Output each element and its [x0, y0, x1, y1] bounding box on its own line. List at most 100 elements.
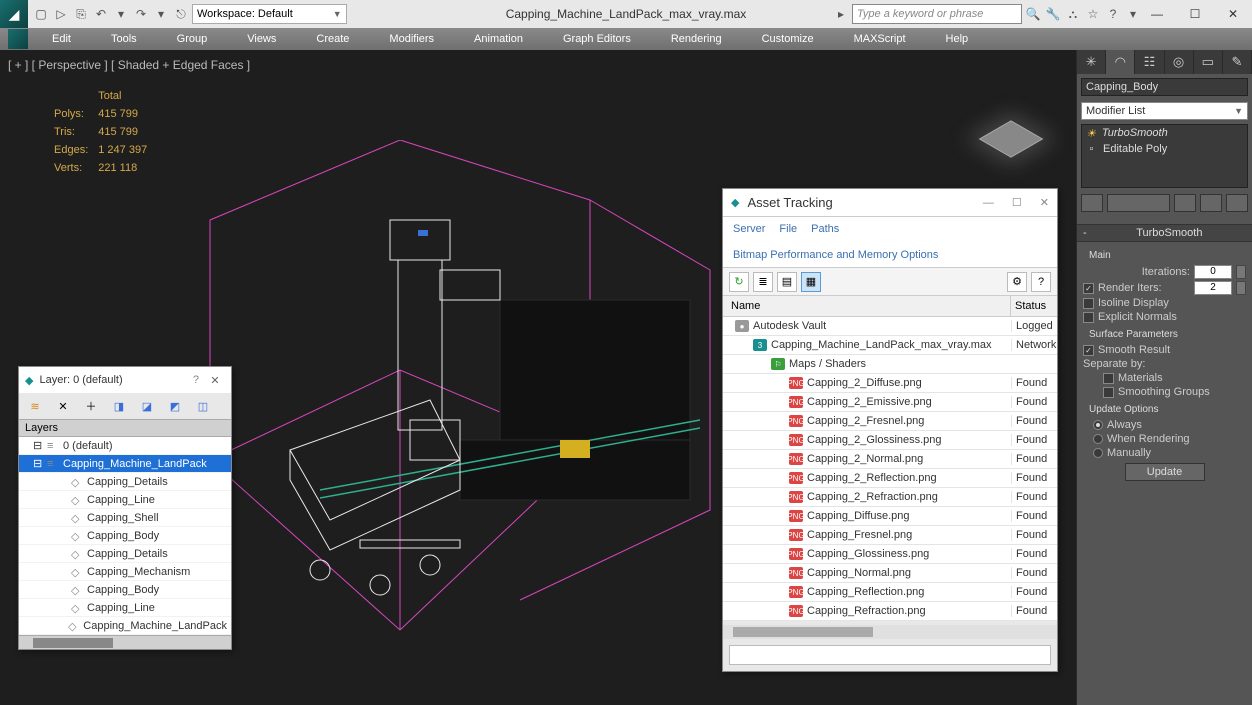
update-manually-radio[interactable]	[1093, 448, 1103, 458]
status-column-header[interactable]: Status	[1011, 296, 1057, 316]
search-nav-icon[interactable]: ▸	[832, 5, 850, 23]
select-layer-icon[interactable]: ◨	[109, 396, 129, 416]
asset-table-header[interactable]: Name Status	[723, 296, 1057, 317]
layer-row[interactable]: ◇Capping_Machine_LandPack	[19, 617, 231, 635]
select-objects-icon[interactable]: ◪	[137, 396, 157, 416]
redo-icon[interactable]: ↷	[132, 5, 150, 23]
layer-row[interactable]: ◇Capping_Line	[19, 599, 231, 617]
pin-stack-icon[interactable]	[1081, 194, 1103, 212]
layer-row[interactable]: ◇Capping_Shell	[19, 509, 231, 527]
workspace-dropdown[interactable]: Workspace: Default ▼	[192, 4, 347, 24]
link-icon[interactable]: ⎋	[172, 5, 190, 23]
modify-tab-icon[interactable]: ◠	[1106, 50, 1135, 74]
create-tab-icon[interactable]: ✳	[1077, 50, 1106, 74]
asset-row[interactable]: PNGCapping_Diffuse.pngFound	[723, 507, 1057, 526]
search-input[interactable]: Type a keyword or phrase	[852, 4, 1022, 24]
show-end-result-icon[interactable]	[1107, 194, 1170, 212]
update-rendering-radio[interactable]	[1093, 434, 1103, 444]
viewcube[interactable]	[976, 110, 1046, 168]
asset-scrollbar[interactable]	[723, 625, 1057, 639]
expand-icon[interactable]: ▫	[1086, 143, 1097, 155]
freeze-layer-icon[interactable]: ◫	[193, 396, 213, 416]
name-column-header[interactable]: Name	[723, 296, 1011, 316]
remove-modifier-icon[interactable]	[1200, 194, 1222, 212]
asset-row[interactable]: PNGCapping_2_Emissive.pngFound	[723, 393, 1057, 412]
undo-icon[interactable]: ↶	[92, 5, 110, 23]
menu-tools[interactable]: Tools	[111, 33, 137, 45]
asset-row[interactable]: PNGCapping_2_Refraction.pngFound	[723, 488, 1057, 507]
minimize-button[interactable]: —	[1138, 0, 1176, 28]
new-icon[interactable]: ▢	[32, 5, 50, 23]
tree-view-icon[interactable]: ≣	[753, 272, 773, 292]
layer-row[interactable]: ◇Capping_Details	[19, 473, 231, 491]
layer-scrollbar[interactable]	[19, 635, 231, 649]
modifier-list-dropdown[interactable]: Modifier List▼	[1081, 102, 1248, 120]
menu-views[interactable]: Views	[247, 33, 276, 45]
menu-animation[interactable]: Animation	[474, 33, 523, 45]
new-layer-icon[interactable]: ≋	[25, 396, 45, 416]
undo-menu-icon[interactable]: ▾	[112, 5, 130, 23]
asset-close-icon[interactable]: ✕	[1040, 196, 1049, 209]
asset-menu-item[interactable]: Server	[733, 223, 765, 235]
hide-layer-icon[interactable]: ◩	[165, 396, 185, 416]
spinner-buttons[interactable]	[1236, 265, 1246, 279]
menu-help[interactable]: Help	[946, 33, 969, 45]
asset-tracking-titlebar[interactable]: ◆ Asset Tracking — ☐ ✕	[723, 189, 1057, 217]
asset-row[interactable]: PNGCapping_2_Normal.pngFound	[723, 450, 1057, 469]
add-to-layer-icon[interactable]: ＋	[81, 396, 101, 416]
wrench-icon[interactable]: 🔧	[1044, 5, 1062, 23]
menu-rendering[interactable]: Rendering	[671, 33, 722, 45]
list-view-icon[interactable]: ▤	[777, 272, 797, 292]
motion-tab-icon[interactable]: ◎	[1165, 50, 1194, 74]
update-always-radio[interactable]	[1093, 420, 1103, 430]
layers-column-header[interactable]: Layers	[19, 419, 231, 437]
layer-dialog-titlebar[interactable]: ◆ Layer: 0 (default) ? ✕	[19, 367, 231, 393]
layer-row[interactable]: ◇Capping_Body	[19, 581, 231, 599]
table-view-icon[interactable]: ▦	[801, 272, 821, 292]
help-icon[interactable]: ?	[1031, 272, 1051, 292]
explicit-normals-checkbox[interactable]	[1083, 312, 1094, 323]
hierarchy-tab-icon[interactable]: ☷	[1135, 50, 1164, 74]
asset-row[interactable]: ●Autodesk VaultLogged	[723, 317, 1057, 336]
options-icon[interactable]: ⚙	[1007, 272, 1027, 292]
expand-icon[interactable]: ⊟	[33, 439, 43, 452]
help-icon[interactable]: ?	[1104, 5, 1122, 23]
asset-row[interactable]: PNGCapping_Normal.pngFound	[723, 564, 1057, 583]
viewport-label[interactable]: [ + ] [ Perspective ] [ Shaded + Edged F…	[8, 58, 250, 72]
layer-row[interactable]: ◇Capping_Mechanism	[19, 563, 231, 581]
layer-row[interactable]: ◇Capping_Line	[19, 491, 231, 509]
menu-create[interactable]: Create	[316, 33, 349, 45]
layer-row[interactable]: ⊟≡0 (default)	[19, 437, 231, 455]
favorite-icon[interactable]: ☆	[1084, 5, 1102, 23]
close-button[interactable]: ✕	[1214, 0, 1252, 28]
refresh-icon[interactable]: ↻	[729, 272, 749, 292]
configure-sets-icon[interactable]	[1226, 194, 1248, 212]
layer-help-icon[interactable]: ?	[193, 374, 199, 386]
render-iters-checkbox[interactable]	[1083, 283, 1094, 294]
menu-graph-editors[interactable]: Graph Editors	[563, 33, 631, 45]
iterations-spinner[interactable]: 0	[1194, 265, 1232, 279]
menu-modifiers[interactable]: Modifiers	[389, 33, 434, 45]
display-tab-icon[interactable]: ▭	[1194, 50, 1223, 74]
layer-row[interactable]: ◇Capping_Details	[19, 545, 231, 563]
modifier-stack-item[interactable]: ☀TurboSmooth	[1082, 125, 1247, 141]
search-icon[interactable]: 🔍	[1024, 5, 1042, 23]
menu-edit[interactable]: Edit	[52, 33, 71, 45]
community-icon[interactable]: ⛬	[1064, 5, 1082, 23]
smoothing-groups-checkbox[interactable]	[1103, 387, 1114, 398]
modifier-stack[interactable]: ☀TurboSmooth▫Editable Poly	[1081, 124, 1248, 188]
rollout-title[interactable]: -TurboSmooth	[1077, 224, 1252, 242]
asset-row[interactable]: ⚐Maps / Shaders	[723, 355, 1057, 374]
asset-row[interactable]: PNGCapping_Reflection.pngFound	[723, 583, 1057, 602]
asset-row[interactable]: PNGCapping_Fresnel.pngFound	[723, 526, 1057, 545]
delete-layer-icon[interactable]: ✕	[53, 396, 73, 416]
render-iters-spinner[interactable]: 2	[1194, 281, 1232, 295]
asset-menu-item[interactable]: Paths	[811, 223, 839, 235]
asset-row[interactable]: PNGCapping_2_Glossiness.pngFound	[723, 431, 1057, 450]
make-unique-icon[interactable]	[1174, 194, 1196, 212]
object-name-field[interactable]: Capping_Body	[1081, 78, 1248, 96]
menu-customize[interactable]: Customize	[762, 33, 814, 45]
asset-minimize-icon[interactable]: —	[983, 197, 994, 209]
utilities-tab-icon[interactable]: ✎	[1223, 50, 1252, 74]
asset-row[interactable]: 3Capping_Machine_LandPack_max_vray.maxNe…	[723, 336, 1057, 355]
